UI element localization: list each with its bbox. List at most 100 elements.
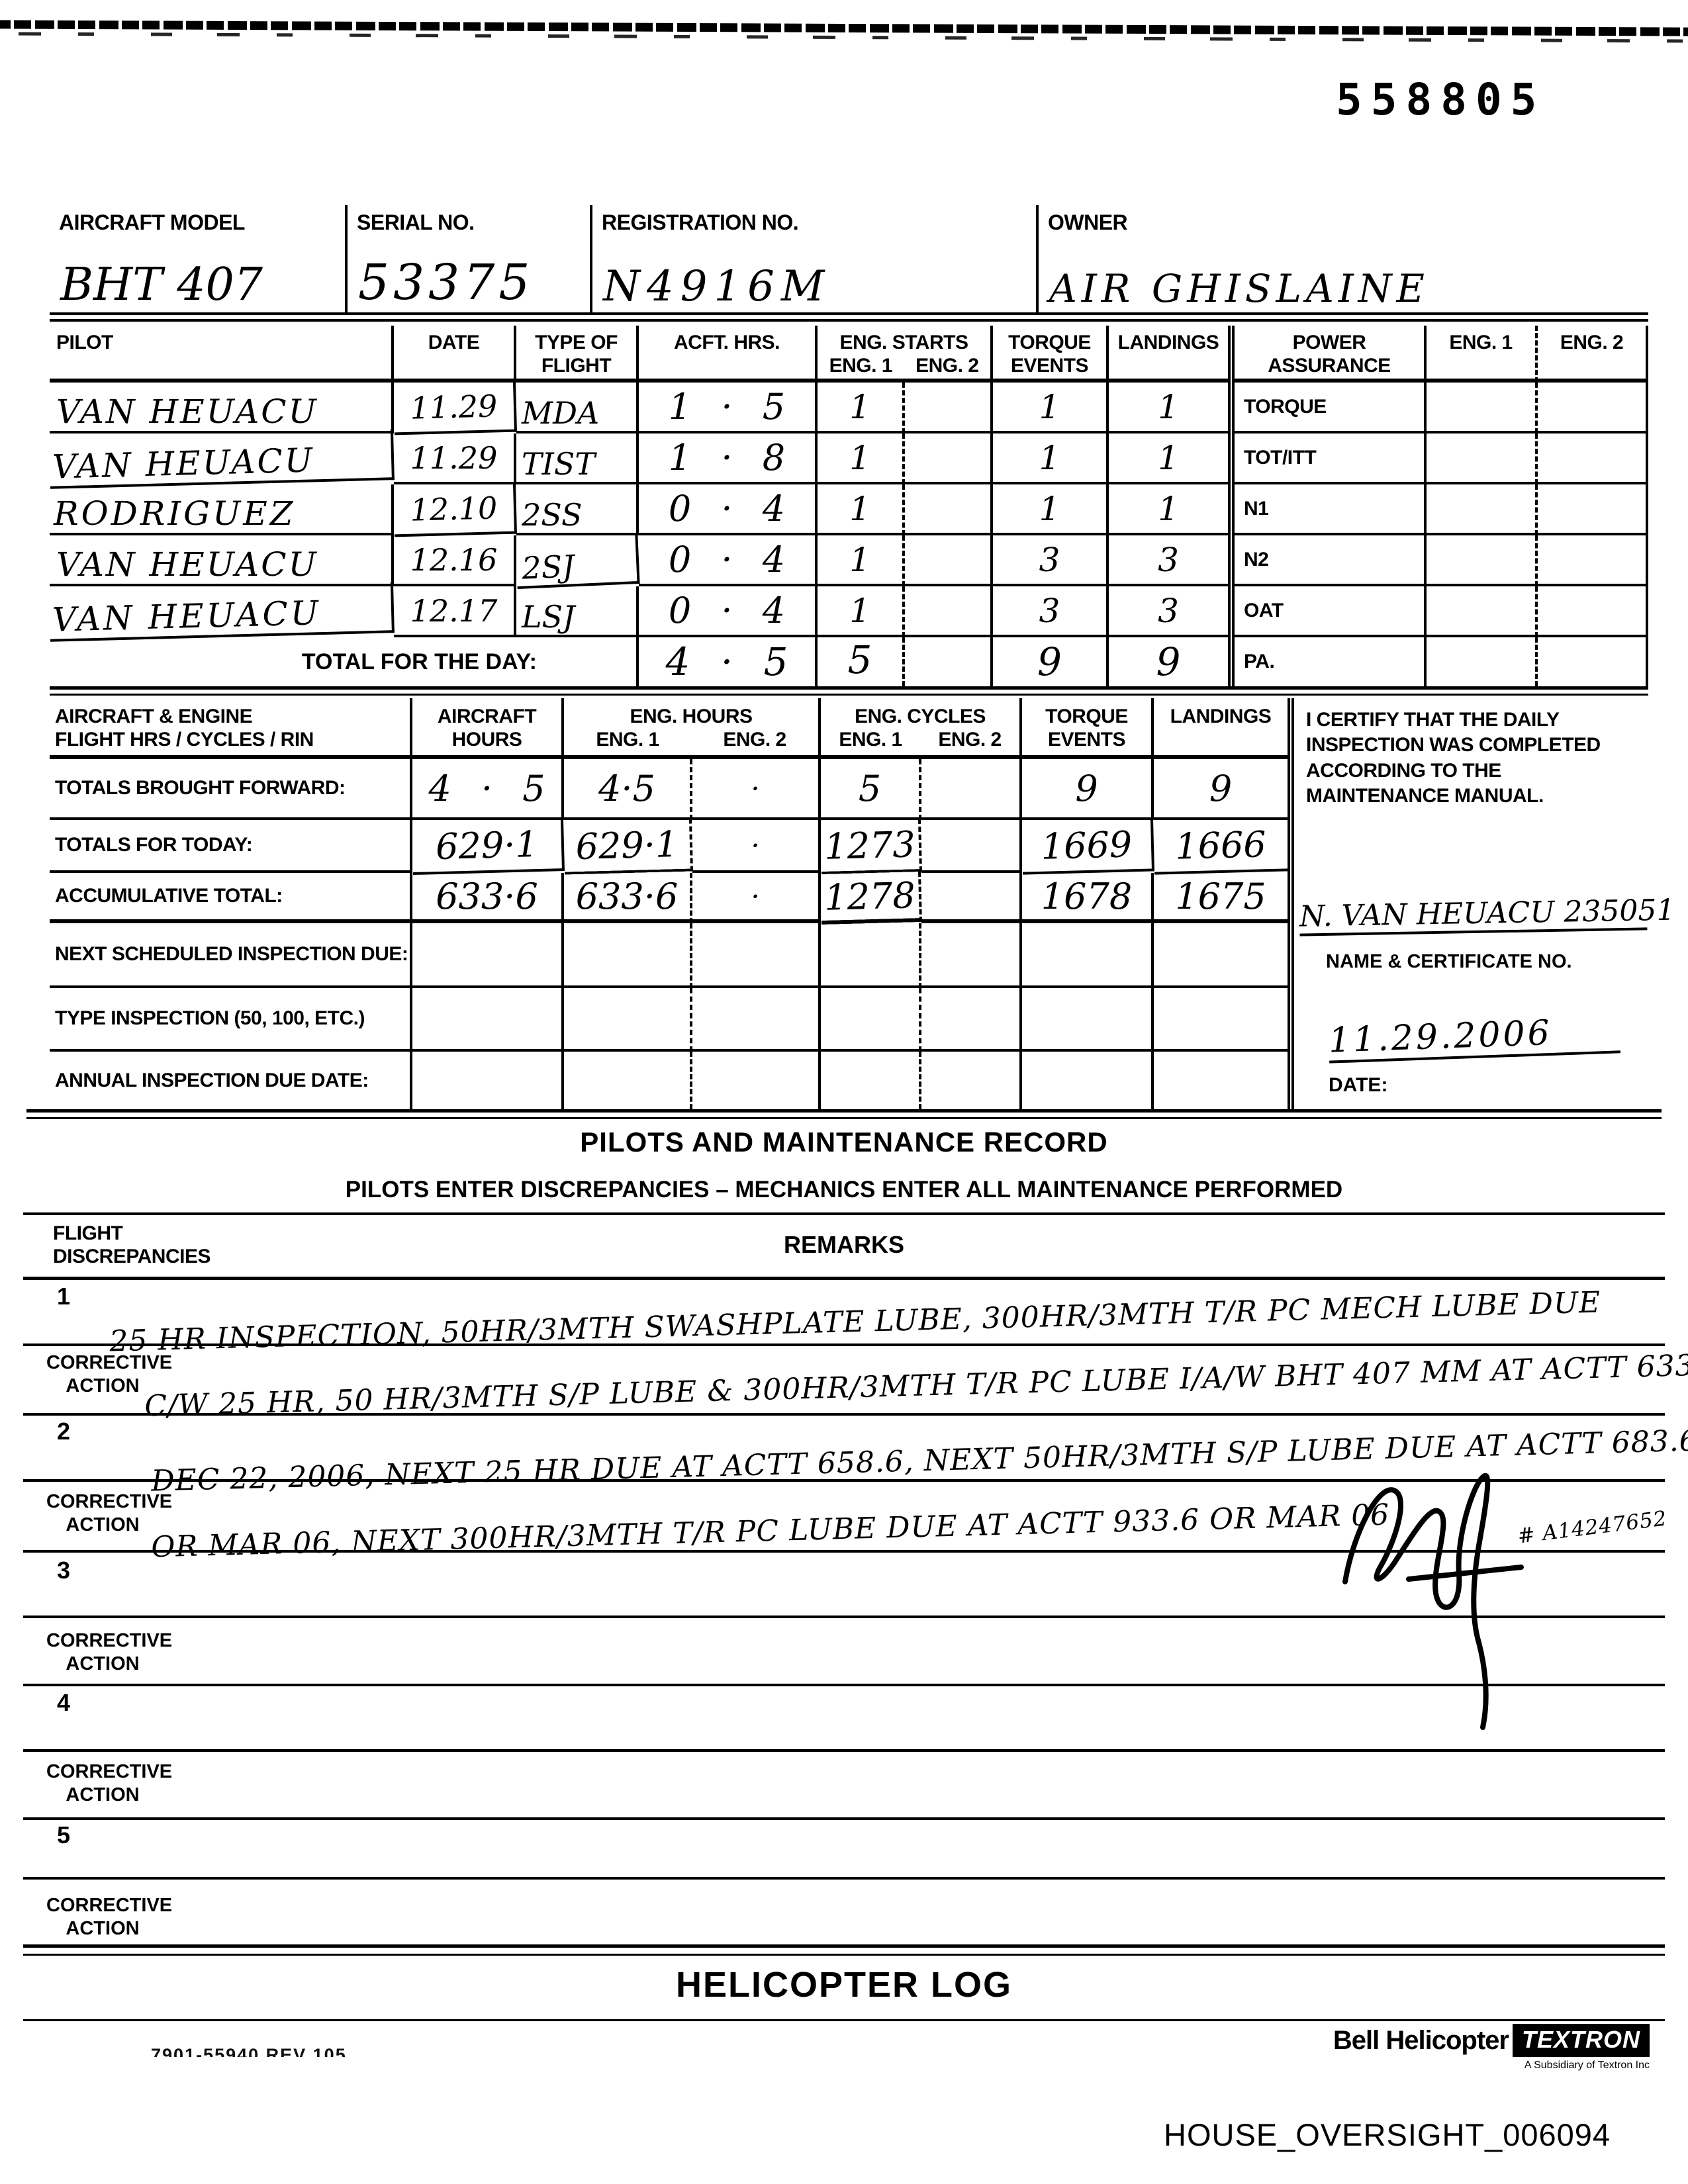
action-label: ACTION [66,1514,140,1535]
maintenance-record-title: PILOTS AND MAINTENANCE RECORD [580,1126,1108,1158]
flight-date: 12.16 [394,535,516,586]
aircraft-model-label: AIRCRAFT MODEL [59,210,245,234]
rule [50,686,1648,690]
action-label: ACTION [66,1653,140,1674]
col-header-torque-events: TORQUE EVENTS [993,326,1109,383]
rule [23,1944,1665,1948]
empty-cell [921,923,1022,988]
col-header-pa-eng2: ENG. 2 [1538,326,1648,383]
empty-cell [692,1052,821,1109]
total-eng2-starts [905,637,993,686]
brand-subsidiary-text: A Subsidiary of Textron Inc [1524,2060,1650,2071]
aircraft-model-cell: AIRCRAFT MODEL BHT 407 [50,205,345,312]
eng2-starts [905,586,993,637]
pilot-name: VAN HEUACU [50,535,394,586]
empty-cell [821,988,921,1052]
col-header-flight-hrs-cycles: AIRCRAFT & ENGINE FLIGHT HRS / CYCLES / … [50,698,412,759]
eng2-cycles-value [921,873,1022,923]
pa-row-tot-itt: TOT/ITT [1235,433,1427,484]
hours-label: HOURS [451,729,522,751]
row-label: ACCUMULATIVE TOTAL: [50,873,412,923]
acft-hrs: 1 · 5 [639,383,818,433]
landings-value: 1675 [1154,873,1288,923]
torque-events-value: 1669 [1021,818,1155,875]
empty-cell [821,1052,921,1109]
empty-cell [821,923,921,988]
eng2-sub-label: ENG. 2 [938,729,1002,751]
row-label: TOTALS FOR TODAY: [50,820,412,873]
eng1-starts: 1 [818,484,905,535]
pilot-name: RODRIGUEZ [50,484,394,535]
assurance-label: ASSURANCE [1268,355,1391,377]
discrepancies-label: DISCREPANCIES [53,1246,211,1268]
empty-cell [921,1052,1022,1109]
torque-events: 1 [993,383,1109,433]
corrective-action-label: CORRECTIVE ACTION [46,1760,172,1807]
pa-eng1-value [1427,484,1538,535]
pilot-name: VAN HEUACU [49,582,395,642]
rule [23,1343,1665,1346]
torque-events-value: 9 [1022,759,1154,820]
eng2-cycles-value [921,759,1022,820]
pa-eng2-value [1538,637,1648,686]
double-rule-gap [1228,326,1235,686]
pa-eng1-value [1427,535,1538,586]
corrective-label: CORRECTIVE [46,1352,173,1373]
empty-cell [1022,1052,1154,1109]
rule [23,1277,1665,1280]
pa-eng2-value [1538,586,1648,637]
empty-cell [1154,988,1288,1052]
eng2-sub-label: ENG. 2 [915,355,979,377]
empty-cell [692,988,821,1052]
landings: 1 [1109,383,1228,433]
landings: 3 [1109,586,1228,637]
pa-row-n1: N1 [1235,484,1427,535]
rule [23,1954,1665,1956]
col-header-acft-hrs: ACFT. HRS. [639,326,818,383]
eng1-cycles-value: 1278 [820,872,922,925]
acft-hrs: 0 · 4 [639,535,818,586]
empty-cell [412,923,564,988]
eng1-hours-value: 4·5 [564,759,692,820]
next-inspection-label: NEXT SCHEDULED INSPECTION DUE: [50,923,412,988]
eng1-hours-value: 629·1 [563,818,694,875]
registration-no-value: N4916M [603,262,831,311]
corrective-action-label: CORRECTIVE ACTION [46,1629,172,1676]
flight-date: 11.29 [393,381,517,435]
textron-mark: TEXTRON [1512,2024,1650,2057]
eng1-starts: 1 [818,535,905,586]
flight-date: 11.29 [394,433,516,484]
flight-date: 12.10 [393,482,517,537]
corrective-action-text: C/W 25 HR, 50 HR/3MTH S/P LUBE & 300HR/3… [144,1347,1688,1424]
eng-cycles-label: ENG. CYCLES [855,705,986,727]
head-line2: FLIGHT HRS / CYCLES / RIN [55,729,314,751]
action-label: ACTION [66,1784,140,1805]
discrepancy-text: 25 HR INSPECTION, 50HR/3MTH SWASHPLATE L… [109,1285,1601,1359]
rule [26,1109,1662,1113]
flight-label: FLIGHT [53,1222,123,1244]
col-header-eng-hours: ENG. HOURS ENG. 1 ENG. 2 [564,698,821,759]
pa-eng2-value [1538,535,1648,586]
acft-hrs: 0 · 4 [639,586,818,637]
mechanic-certificate-no: # A14247652 [1516,1506,1669,1549]
total-for-day-label: TOTAL FOR THE DAY: [50,637,639,686]
eng1-hours-value: 633·6 [564,873,692,923]
pilot-name: VAN HEUACU [49,429,395,489]
pa-row-oat: OAT [1235,586,1427,637]
col-header-pilot: PILOT [50,326,394,383]
helicopter-log-title: HELICOPTER LOG [675,1965,1012,2005]
eng1-cycles-value: 5 [821,759,921,820]
empty-cell [564,1052,692,1109]
acft-hours-value: 629·1 [411,818,565,875]
rule [23,1877,1665,1880]
col-header-eng-starts: ENG. STARTS ENG. 1 ENG. 2 [818,326,993,383]
type-of-flight: 2SJ [515,533,640,589]
rule [23,1615,1665,1618]
empty-cell [1022,988,1154,1052]
col-header-aircraft-hours: AIRCRAFT HOURS [412,698,564,759]
pa-row-torque: TORQUE [1235,383,1427,433]
bell-helicopter-textron-logo: Bell Helicopter TEXTRON A Subsidiary of … [1333,2024,1650,2071]
pa-eng1-value [1427,433,1538,484]
eng2-cycles-value [921,820,1022,873]
eng2-hours-value: · [692,820,821,873]
